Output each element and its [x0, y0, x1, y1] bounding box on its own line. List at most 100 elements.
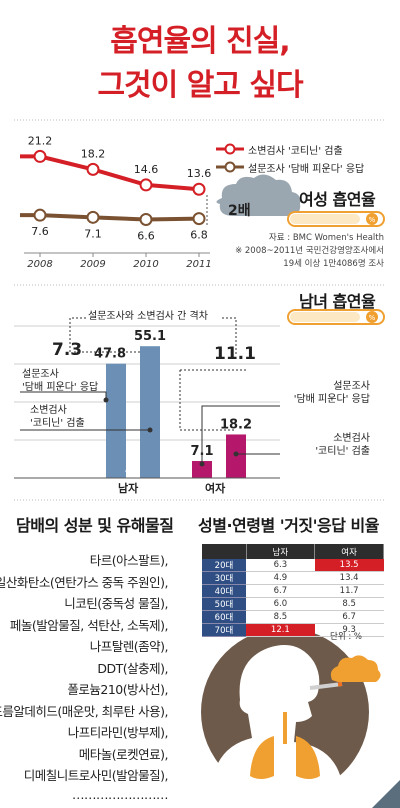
substance-item: DDT(살충제),	[97, 660, 168, 676]
label-pointer	[201, 405, 280, 464]
headline-line-2: 그것이 알고 싶다	[97, 68, 303, 103]
x-tick-label: 2011	[186, 259, 211, 270]
table-cell-female: 6.7	[314, 610, 384, 624]
male-gap-value: 7.3	[52, 340, 83, 360]
table-cell-female: 11.7	[314, 584, 384, 598]
table-cell-female: 8.5	[314, 597, 384, 611]
label-pointer	[233, 451, 239, 457]
label-urine-female-1: 소변검사	[333, 433, 370, 444]
data-point	[192, 182, 206, 196]
x-tick-label: 2010	[133, 259, 158, 270]
bar-value-label: 18.2	[220, 417, 252, 432]
data-label: 14.6	[134, 163, 159, 176]
data-point	[33, 149, 47, 163]
x-label-female: 여자	[205, 482, 226, 495]
series-line	[20, 154, 200, 192]
substance-item: 메타놀(로켓연료),	[78, 746, 169, 762]
data-point	[33, 208, 47, 222]
data-label: 13.6	[187, 167, 212, 180]
label-survey-female-1: 설문조사	[333, 381, 370, 392]
svg-text:%: %	[369, 314, 376, 322]
substance-item: 페놀(발암물질, 석탄산, 소독제),	[9, 617, 169, 633]
x-tick-label: 2008	[27, 259, 52, 270]
table-row: 50대 6.0 8.5	[202, 597, 384, 611]
headline: 흡연율의 진실, 그것이 알고 싶다	[0, 20, 400, 108]
bar	[106, 363, 126, 478]
table-cell-male: 6.0	[246, 597, 315, 611]
substance-item: 폴로늄210(방사선),	[67, 682, 168, 697]
table-cell-age: 40대	[202, 584, 246, 598]
table-cell-age: 70대	[202, 623, 246, 637]
person-icon	[127, 456, 135, 464]
note-text-1: ※ 2008~2011년 국민건강영양조사에서	[235, 246, 384, 256]
women-gauge: %	[287, 211, 385, 227]
label-pointer	[103, 397, 109, 403]
women-trend-source: 자료 : BMC Women's Health ※ 2008~2011년 국민건…	[235, 232, 384, 271]
label-survey-male: 설문조사 '담배 피운다' 응답	[22, 368, 98, 394]
source-text: 자료 : BMC Women's Health	[268, 233, 384, 243]
label-urine-female: 소변검사 '코티닌' 검출	[266, 432, 370, 458]
headline-line-1: 흡연율의 진실,	[110, 24, 290, 59]
person-icon	[125, 464, 137, 478]
table-cell-age: 20대	[202, 559, 246, 572]
table-cell-female: 13.4	[314, 571, 384, 585]
table-cell-age: 60대	[202, 610, 246, 624]
x-tick-label: 2009	[80, 259, 105, 270]
label-survey-female: 설문조사 '담배 피운다' 응답	[266, 380, 370, 406]
table-cell-female: 9.3	[314, 623, 384, 637]
table-row: 70대 12.1 9.3	[202, 623, 384, 637]
table-unit: 단위 : %	[330, 632, 362, 642]
table-row: 30대 4.9 13.4	[202, 571, 384, 585]
gap-label: 설문조사와 소변검사 간 격차	[88, 311, 208, 322]
data-label: 18.2	[81, 147, 106, 160]
substance-item: 나프탈렌(좀약),	[89, 639, 169, 654]
lie-table-title: 성별·연령별 '거짓'응답 비율	[198, 516, 379, 535]
substance-item: 포름알데히드(매운맛, 최루탄 사용),	[0, 703, 168, 719]
substance-item: ……………………	[72, 786, 169, 802]
x-label-male: 남자	[118, 482, 139, 495]
label-pointer	[147, 427, 153, 433]
lie-rate-table: 남자 여자 20대 6.3 13.5 30대 4.9 13.4 40대 6.7 11.7 50대 6…	[202, 544, 384, 637]
table-cell-male: 6.3	[246, 559, 315, 572]
gender-compare-title: 남녀 흡연율	[299, 292, 376, 311]
women-trend-line-chart: 2008 2009 2010 2011 21.2 18.2 14.6 13.6 7.6 7.1 6.…	[20, 134, 244, 270]
label-survey-female-2: '담배 피운다' 응답	[293, 394, 370, 405]
substance-item: 일산화탄소(연탄가스 중독 주원인),	[0, 574, 169, 590]
label-pointer	[20, 391, 107, 400]
table-cell-male: 12.1	[246, 623, 315, 637]
data-label: 21.2	[28, 134, 53, 147]
bar-value-label: 55.1	[134, 329, 166, 344]
svg-text:%: %	[369, 216, 376, 224]
substances-title: 담배의 성분 및 유해물질	[16, 516, 174, 535]
smoker-illustration	[201, 628, 381, 802]
gap-bracket	[222, 317, 237, 354]
legend-urine-label: 소변검사 '코티닌' 검출	[248, 146, 343, 157]
substance-item: 니코틴(중독성 물질),	[64, 596, 168, 611]
label-urine-male-2: '코티닌' 검출	[30, 418, 85, 429]
bar-value-label: 47.8	[94, 347, 126, 362]
ratio-badge-label: 2배	[228, 203, 251, 219]
table-cell-male: 6.7	[246, 584, 315, 598]
label-urine-female-2: '코티닌' 검출	[315, 446, 370, 457]
table-header-cell: 남자	[246, 544, 316, 559]
person-icon	[214, 456, 222, 464]
women-trend-title: 여성 흡연율	[299, 190, 376, 209]
substance-item: 타르(아스팔트),	[89, 553, 169, 568]
person-icon	[212, 464, 224, 478]
legend-marker	[224, 161, 236, 173]
label-urine-male-1: 소변검사	[30, 405, 67, 416]
label-survey-male-2: '담배 피운다' 응답	[22, 382, 99, 393]
data-label: 6.8	[190, 229, 208, 242]
data-label: 7.1	[84, 227, 102, 240]
table-row: 40대 6.7 11.7	[202, 584, 384, 598]
table-cell-male: 8.5	[246, 610, 315, 624]
data-label: 6.6	[137, 229, 155, 242]
corner-fold	[372, 780, 400, 808]
substance-item: 나프티라민(방부제),	[67, 725, 169, 740]
label-urine-male: 소변검사 '코티닌' 검출	[30, 404, 85, 430]
series-line	[20, 213, 200, 222]
ratio-badge-cloud	[216, 174, 301, 216]
table-cell-male: 4.9	[246, 571, 315, 585]
data-point	[139, 178, 153, 192]
note-text-2: 19세 이상 1만4086명 조사	[283, 259, 384, 269]
